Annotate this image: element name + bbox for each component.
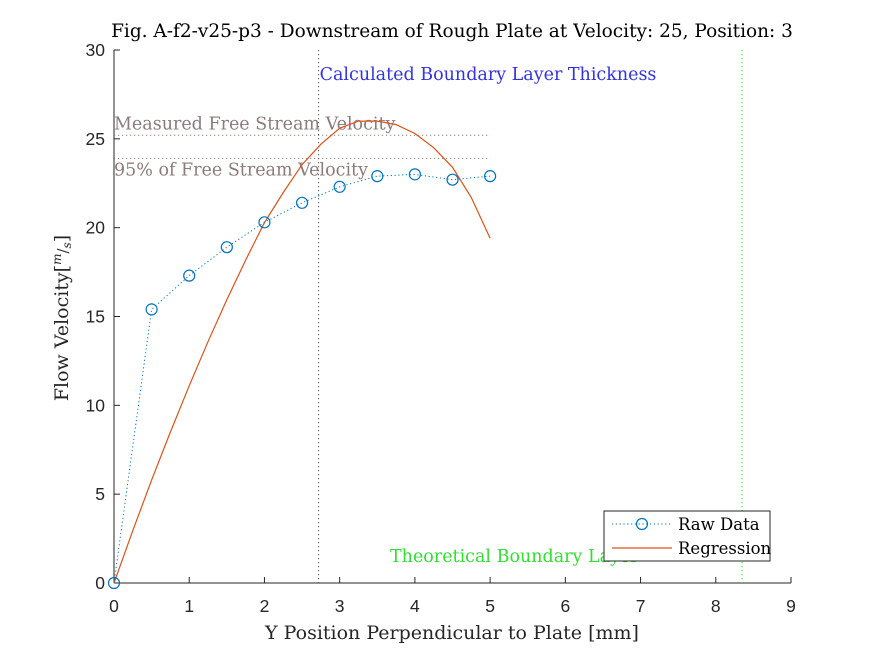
y-axis-label-unit-slash: /	[54, 248, 72, 254]
data-series	[107, 120, 497, 590]
raw-data-point	[183, 269, 196, 282]
raw-data-point	[220, 241, 233, 254]
reference-lines: Measured Free Stream Velocity 95% of Free…	[114, 50, 743, 583]
y-tick-label: 0	[95, 573, 105, 593]
y-tick-label: 30	[86, 40, 106, 60]
raw-data-point	[333, 180, 346, 193]
x-tick-label: 2	[260, 596, 270, 616]
x-tick-label: 6	[560, 596, 570, 616]
raw-data-point	[145, 303, 158, 316]
ninety-five-percent-label: 95% of Free Stream Velocity	[114, 160, 368, 180]
raw-data-point	[107, 576, 121, 590]
y-axis-label-unit-s: s	[60, 242, 74, 248]
x-axis-label: Y Position Perpendicular to Plate [mm]	[264, 622, 639, 644]
legend: Raw Data Regression	[603, 510, 772, 562]
raw-data-point	[371, 170, 384, 183]
plot-axes: 0 1 2 3 4 5 6 7 8 9 0 5 10 15 20 25 30	[86, 40, 796, 616]
x-tick-label: 1	[184, 596, 194, 616]
x-tick-label: 7	[636, 596, 646, 616]
raw-data-point	[408, 168, 421, 181]
calculated-boundary-layer-label: Calculated Boundary Layer Thickness	[320, 65, 657, 85]
raw-data-point	[446, 173, 459, 186]
theoretical-boundary-layer-label: Theoretical Boundary Layer	[390, 547, 639, 567]
y-tick-label: 10	[86, 395, 106, 415]
legend-regression-label: Regression	[678, 539, 772, 558]
legend-box	[603, 510, 771, 562]
y-axis-label-close: ]	[51, 235, 73, 242]
x-tick-label: 9	[786, 596, 796, 616]
x-tick-label: 4	[410, 596, 420, 616]
legend-raw-swatch-marker	[635, 517, 649, 531]
raw-data-point	[295, 196, 309, 209]
y-tick-label: 15	[86, 307, 105, 327]
raw-data-point	[484, 170, 497, 183]
x-tick-label: 8	[711, 596, 721, 616]
legend-raw-label: Raw Data	[678, 515, 760, 534]
svg-text:Flow Velocity[m/s]: Flow Velocity[m/s]	[50, 235, 74, 401]
y-tick-label: 25	[86, 129, 105, 149]
raw-data-point	[258, 216, 271, 229]
regression-line	[113, 120, 491, 584]
x-tick-label: 3	[335, 596, 345, 616]
y-axis-label-main: Flow Velocity[	[51, 265, 73, 401]
y-axis-label-unit-m: m	[50, 254, 64, 265]
y-tick-label: 5	[95, 484, 105, 504]
y-axis-label: Flow Velocity[m/s]	[50, 235, 74, 401]
y-tick-label: 20	[86, 218, 106, 238]
x-tick-label: 0	[109, 596, 119, 616]
chart-title: Fig. A-f2-v25-p3 - Downstream of Rough P…	[111, 21, 793, 42]
measured-free-stream-label: Measured Free Stream Velocity	[114, 114, 396, 134]
x-tick-label: 5	[485, 596, 495, 616]
